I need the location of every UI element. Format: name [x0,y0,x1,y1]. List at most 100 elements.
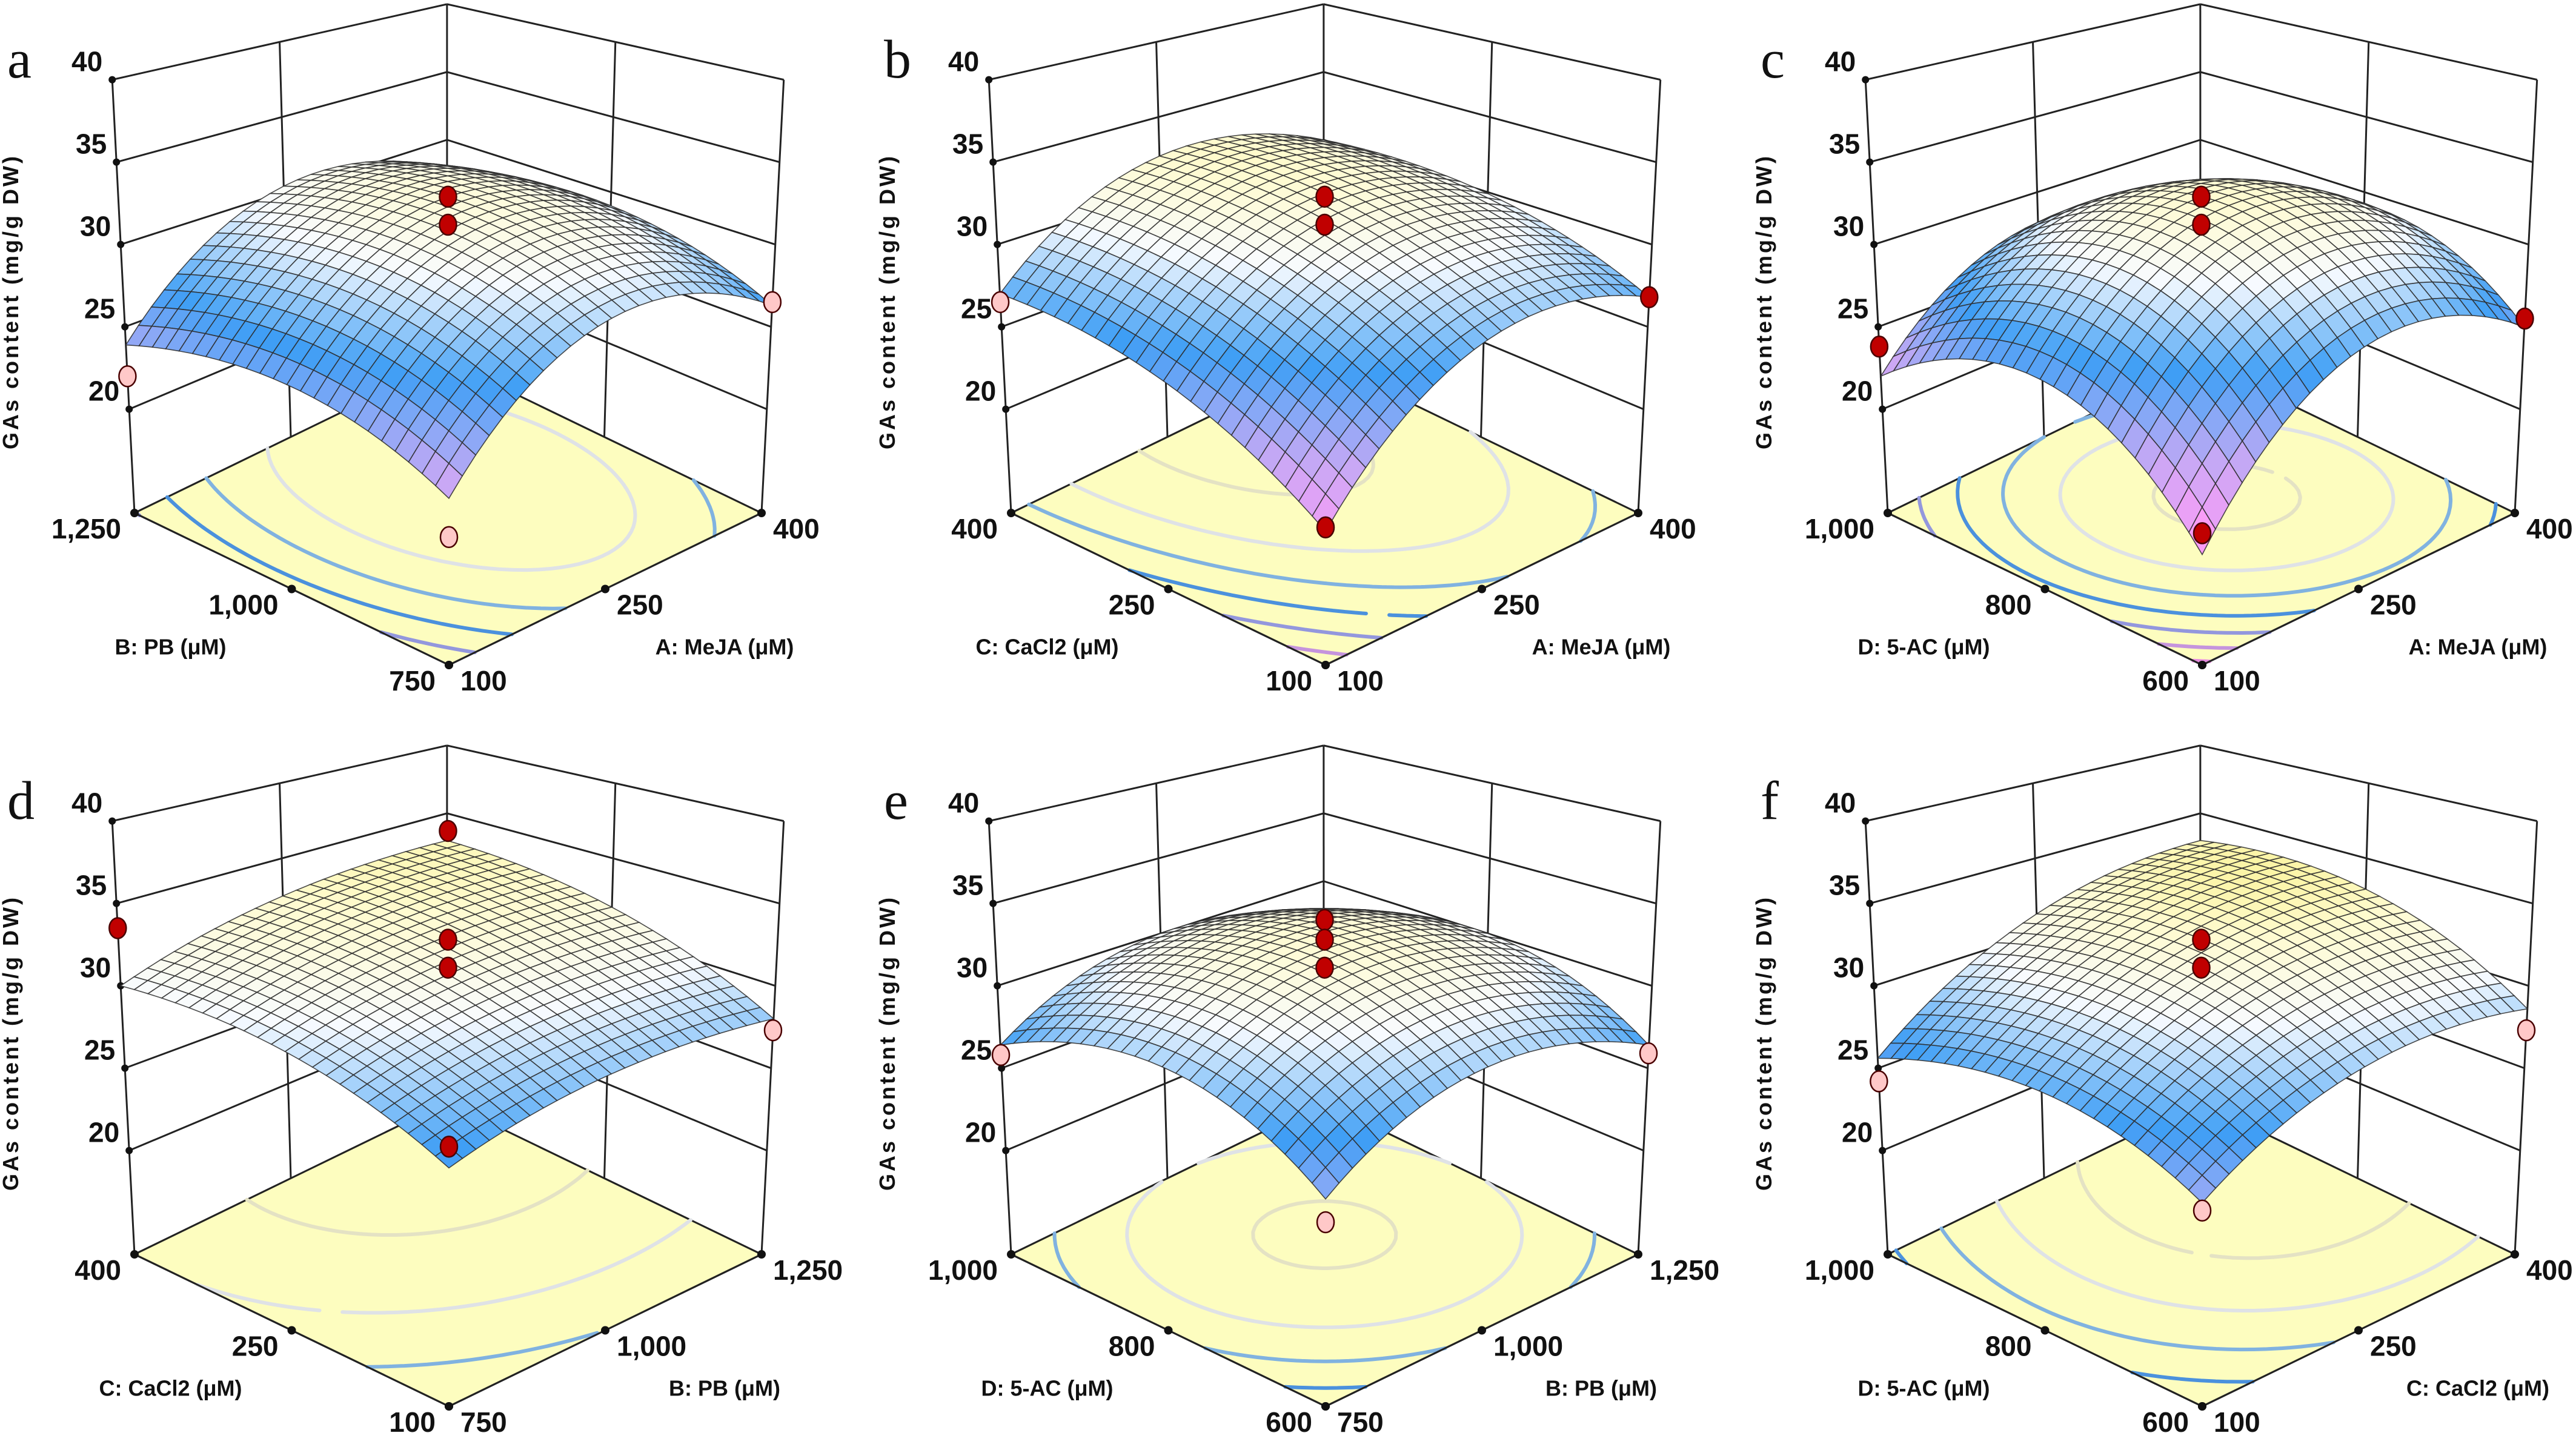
design-point-above [439,185,457,208]
y-tick-mark [2198,1402,2206,1411]
z-tick-label: 35 [952,870,983,901]
y-tick-label: 100 [389,1406,436,1433]
z-tick-mark [108,76,116,84]
y-tick-label: 250 [1109,589,1155,621]
y-tick-mark [130,509,139,517]
panel-d: 20 25 30 35 40 750 100 1,000 250 1,250 400 B: PB (μ… [0,744,843,1433]
y-tick-mark [1884,1250,1892,1259]
z-tick-mark [1862,817,1870,825]
x-axis-title: A: MeJA (μM) [2409,635,2548,660]
y-tick-mark [287,1326,296,1335]
x-axis-title: B: PB (μM) [1545,1376,1657,1401]
y-tick-label: 750 [389,665,436,697]
z-tick-label: 30 [1833,211,1864,242]
z-tick-mark [985,76,993,84]
x-tick-mark [1634,1250,1642,1259]
design-point-above [2192,928,2211,951]
z-axis-line [111,79,136,514]
design-point-below [1639,1042,1658,1065]
y-tick-label: 1,250 [51,513,121,544]
y-tick-label: 600 [2142,1406,2189,1433]
y-axis-title: D: 5-AC (μM) [981,1376,1114,1401]
z-tick-label: 40 [1825,46,1856,78]
y-tick-mark [1884,509,1892,517]
x-tick-mark [2511,509,2519,517]
y-tick-mark [1321,661,1330,669]
z-tick-mark [1866,158,1874,166]
z-tick-label: 25 [84,1034,115,1066]
y-tick-mark [2040,584,2050,594]
z-tick-label: 40 [71,787,102,819]
z-tick-label: 40 [1825,787,1856,819]
z-tick-mark [125,1147,133,1154]
design-point-above [1640,286,1659,308]
x-tick-mark [1634,509,1642,517]
z-tick-mark [1866,899,1874,907]
y-axis-title: D: 5-AC (μM) [1858,635,1990,660]
x-tick-label: 100 [2214,665,2260,697]
y-tick-label: 100 [1266,665,1312,697]
z-tick-label: 30 [80,211,111,242]
wall-gridline [1865,3,2201,81]
z-tick-mark [125,405,133,413]
z-tick-mark [994,240,1001,248]
design-point-below [1870,1070,1888,1093]
z-tick-label: 35 [76,870,107,901]
design-point-above [2192,956,2211,979]
x-axis-title: A: MeJA (μM) [656,635,794,660]
x-tick-mark [757,1250,766,1259]
y-tick-label: 600 [1266,1406,1312,1433]
z-tick-label: 25 [84,293,115,325]
z-tick-mark [121,323,129,331]
design-point-above [2193,522,2212,544]
design-point-above [439,213,457,236]
x-tick-label: 100 [460,665,507,697]
z-tick-label: 30 [957,952,988,984]
design-point-below [763,291,782,314]
design-point-above [1315,908,1334,932]
y-tick-label: 1,000 [1805,513,1874,544]
x-tick-mark [601,584,609,594]
z-tick-label: 25 [961,1034,992,1066]
y-tick-mark [2040,1326,2050,1335]
z-axis-title: GAs content (mg/g DW) [1751,895,1776,1191]
y-tick-mark [1007,1250,1015,1259]
design-point-above [1315,956,1334,979]
design-point-above [2192,185,2211,208]
z-axis-title: GAs content (mg/g DW) [1751,154,1776,449]
y-tick-label: 600 [2142,665,2189,697]
x-tick-label: 1,250 [773,1254,843,1286]
y-tick-mark [1164,584,1173,594]
y-tick-mark [1321,1402,1330,1411]
design-point-above [2192,213,2211,236]
design-point-above [1870,336,1889,358]
contour-line [365,1331,599,1369]
z-tick-mark [989,899,997,907]
design-point-below [1316,1211,1335,1234]
y-tick-mark [130,1250,139,1259]
x-tick-label: 750 [1337,1406,1384,1433]
z-axis-line [1864,821,1889,1255]
panel-letter: a [7,30,32,90]
z-tick-mark [117,240,125,248]
design-point-below [118,365,137,388]
z-tick-label: 35 [1829,870,1860,901]
z-tick-label: 20 [965,1117,996,1148]
x-tick-mark [757,509,766,517]
z-tick-label: 30 [957,211,988,242]
x-tick-mark [2354,584,2363,594]
y-axis-title: C: CaCl2 (μM) [99,1376,242,1401]
z-tick-label: 35 [1829,128,1860,160]
y-tick-mark [445,661,453,669]
z-tick-mark [1879,1147,1887,1154]
x-tick-label: 400 [1650,513,1696,544]
z-tick-label: 20 [88,376,119,407]
y-tick-mark [1007,509,1015,517]
contour-line [1127,568,1429,618]
contour-line [1283,1385,1368,1390]
z-tick-label: 20 [88,1117,119,1148]
x-tick-label: 100 [1337,665,1384,697]
x-tick-label: 250 [617,589,663,621]
design-point-below [991,1044,1011,1067]
design-point-above [439,819,457,842]
